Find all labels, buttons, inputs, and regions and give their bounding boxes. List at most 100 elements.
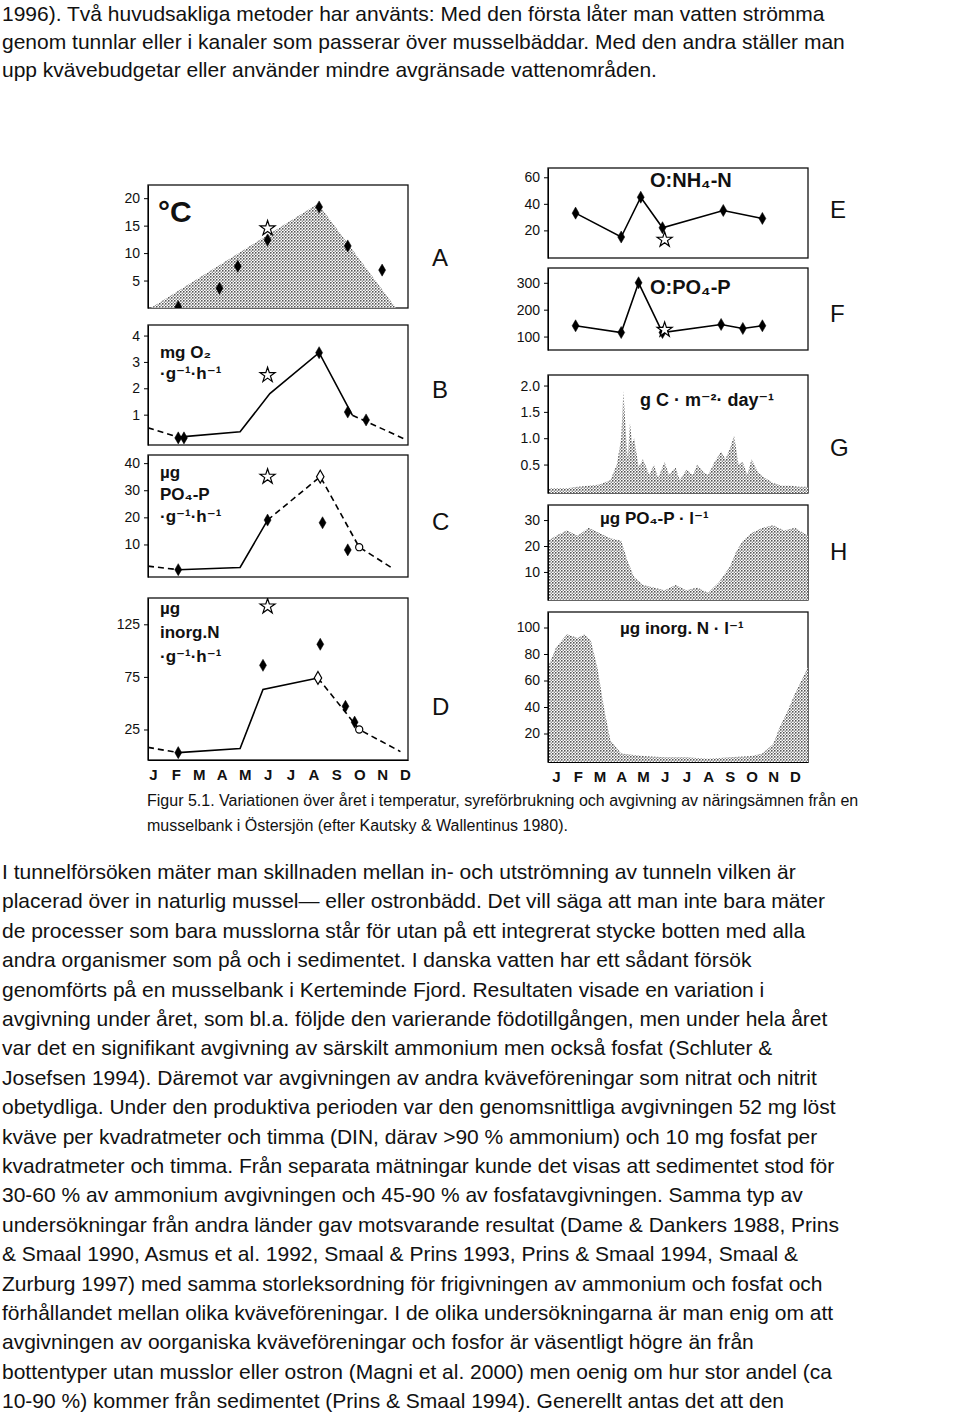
tick-label: N [377,766,388,783]
marker-diamond [260,659,267,671]
text-line: obetydliga. Under den produktiva periode… [2,1095,836,1118]
tick-label: A [703,768,714,785]
tick: 20 [524,725,548,741]
tick-label: 30 [124,482,140,498]
tick-mark [144,729,148,730]
frame [148,455,408,577]
tick: M [193,760,206,783]
caption: Figur 5.1. Variationen över året i tempe… [147,792,858,834]
tick-label: 80 [524,646,540,662]
axis-line [548,613,549,763]
tick: M [594,762,607,785]
panel-label: F [830,300,845,327]
tick: J [661,762,669,785]
plot-area [548,525,808,600]
tick: 1 [132,407,148,423]
tick: 5 [132,273,148,289]
tick-mark [544,204,548,205]
stippled-area [548,525,808,600]
y-axis: 20406080100 [517,613,549,763]
plot-area [148,469,391,576]
marker-diamond [759,212,766,224]
tick-label: 40 [524,196,540,212]
tick: 30 [124,482,148,498]
tick-label: 60 [524,169,540,185]
tick: F [172,760,181,783]
tick: N [768,762,779,785]
marker-diamond [175,301,182,308]
tick-mark [544,177,548,178]
tick: 1.0 [521,430,548,446]
tick-mark [144,336,148,337]
tick: 25 [124,721,148,737]
panel-label: H [830,538,847,565]
marker-diamond [234,260,241,272]
text-line: undersökningar från andra länder gav mot… [2,1213,839,1236]
frame [548,505,808,600]
text-line: kvadratmeter och timma. Från separata mä… [2,1154,834,1177]
tick-mark [544,628,548,629]
axis-line [148,456,149,578]
marker-diamond [759,320,766,332]
plot-area [148,599,400,759]
dashed-line [318,678,400,752]
tick-label: 40 [124,455,140,471]
tick: 75 [124,669,148,685]
panel: 102030Hµg PO₄-P · l⁻¹ [524,505,847,601]
y-axis: 5101520 [124,186,148,309]
dashed-line [268,477,392,568]
tick-mark [144,544,148,545]
plot-area [548,391,808,493]
plot-area [572,191,766,246]
tick-label: S [725,768,735,785]
marker-diamond [344,406,351,418]
tick: 80 [524,646,548,662]
text-line: genom tunnlar eller i kanaler som passer… [2,30,845,53]
stippled-area [548,634,808,762]
text-line: Josefsen 1994). Däremot var avgivningen … [2,1066,817,1089]
y-axis: 204060 [524,169,548,259]
plot-area [572,277,766,339]
axis-title: ·g⁻¹·h⁻¹ [160,507,222,526]
axis-title: inorg.N [160,623,220,642]
tick-label: 2.0 [521,378,541,394]
panel: 20406080100JFMAMJJASONDµg inorg. N · l⁻¹ [517,612,809,785]
line [178,678,318,753]
tick-label: 75 [124,669,140,685]
tick: A [703,762,714,785]
marker-diamond [720,204,727,216]
tick: A [308,760,319,783]
caption-line: musselbank i Östersjön (efter Kautsky & … [147,817,568,834]
tick-label: 125 [117,616,141,632]
text-line: placerad över in naturlig mussel— eller … [2,889,825,912]
panel: 204060EO:NH₄-N [524,168,846,259]
marker-star [657,322,672,336]
marker-diamond [637,191,644,203]
x-axis: JFMAMJJASOND [149,760,412,783]
tick-label: A [217,766,228,783]
panel: 2575125JFMAMJJASONDDµginorg.N·g⁻¹·h⁻¹ [117,598,450,783]
text-line: bottentyper utan musslor eller ostron (M… [2,1360,832,1383]
axis-title: µg PO₄-P · l⁻¹ [600,509,709,528]
tick: 2.0 [521,378,548,394]
frame [148,598,408,760]
tick: D [400,760,411,783]
tick-mark [544,310,548,311]
marker-diamond [344,544,351,556]
marker-star [260,469,275,483]
tick: 2 [132,380,148,396]
marker-diamond [317,638,324,650]
tick-mark [544,520,548,521]
axis-title: µg [160,599,180,618]
tick: 10 [524,564,548,580]
y-axis: 100200300 [517,269,549,351]
tick-label: S [332,766,342,783]
tick-label: 20 [524,538,540,554]
frame [548,375,808,493]
axis-line [148,186,149,309]
axis-title: µg inorg. N · l⁻¹ [620,619,744,638]
tick: 20 [124,190,148,206]
tick: 1.5 [521,404,548,420]
tick-label: 20 [524,725,540,741]
tick-mark [144,624,148,625]
